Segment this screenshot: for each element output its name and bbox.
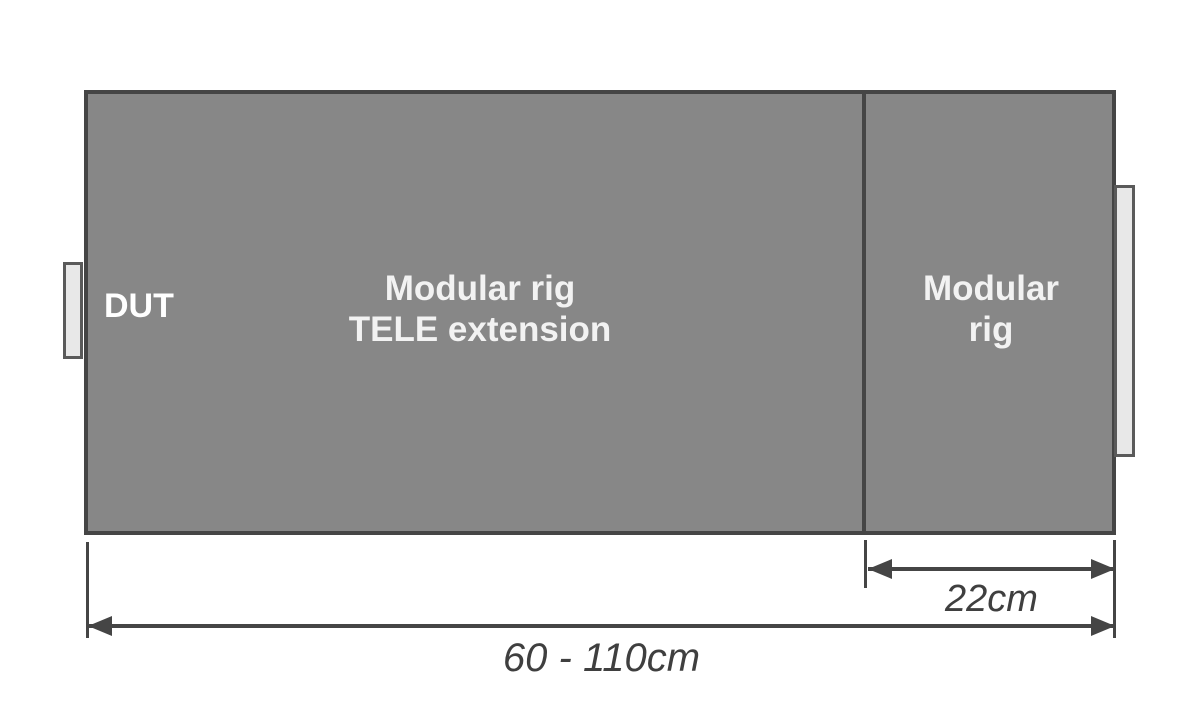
arrow-head-right-icon — [1091, 559, 1115, 579]
witness-line-left — [86, 542, 89, 638]
right-connector-tab — [1114, 185, 1135, 457]
left-connector-tab — [63, 262, 83, 359]
dut-label: DUT — [104, 287, 174, 325]
tele-extension-label: Modular rig TELE extension — [348, 269, 612, 350]
arrow-head-left-icon — [88, 616, 112, 636]
rig-section-divider — [862, 90, 866, 535]
arrow-head-right-icon — [1091, 616, 1115, 636]
dimension-arrow-overall — [88, 616, 1115, 636]
dimension-shaft — [88, 624, 1115, 628]
dimension-arrow-modular-rig — [868, 559, 1115, 579]
modular-rig-label: Modular rig — [922, 269, 1060, 350]
arrow-head-left-icon — [868, 559, 892, 579]
dimension-value-overall: 60 - 110cm — [502, 636, 701, 680]
rig-body — [84, 90, 1116, 535]
witness-line-right — [1113, 540, 1116, 638]
witness-line-middle — [864, 540, 867, 588]
dimension-value-modular-rig: 22cm — [945, 578, 1038, 620]
dimension-shaft — [868, 567, 1115, 571]
